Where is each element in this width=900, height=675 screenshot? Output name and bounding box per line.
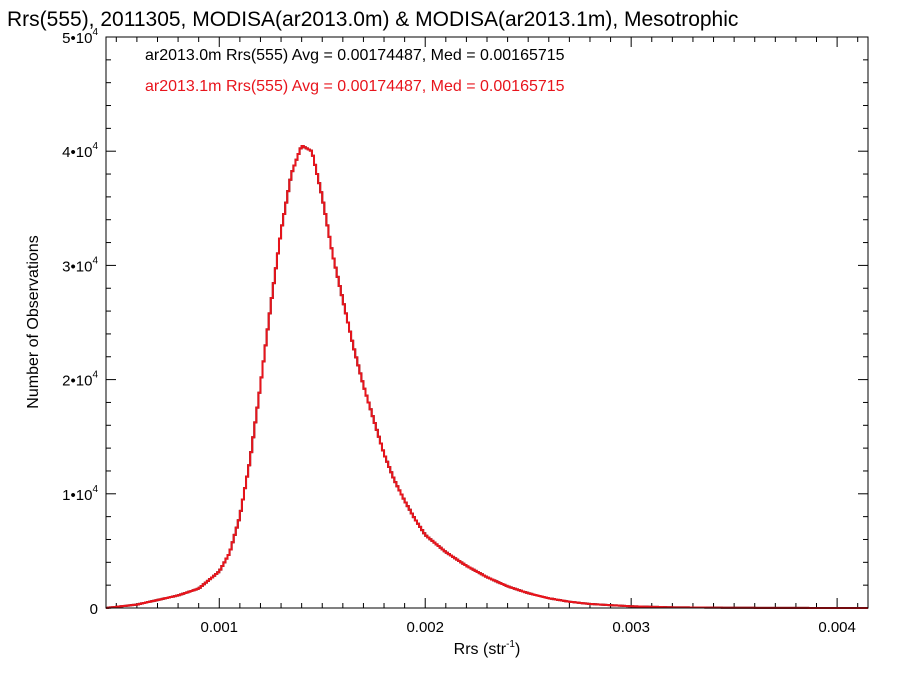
x-tick-label: 0.003 (612, 619, 650, 636)
x-tick-label: 0.002 (406, 619, 444, 636)
y-tick-label: 1•104 (62, 484, 98, 504)
y-tick-label: 5•104 (62, 27, 98, 47)
y-tick-label: 2•104 (62, 370, 98, 390)
x-axis-ticks: 0.001 0.002 0.003 0.004 (115, 37, 859, 636)
x-axis-label-text: Rrs (str (454, 641, 507, 658)
y-tick-label: 3•104 (62, 255, 98, 275)
y-axis-ticks: 0 1•104 2•104 3•104 4•104 5•104 (62, 27, 868, 618)
x-tick-label: 0.001 (200, 619, 238, 636)
x-axis-label: Rrs (str-1) (454, 639, 521, 658)
plot-frame (105, 36, 869, 609)
y-axis-label: Number of Observations (25, 235, 42, 408)
series-line-2 (106, 145, 868, 609)
legend-entry-1: ar2013.0m Rrs(555) Avg = 0.00174487, Med… (145, 47, 565, 64)
legend-entry-2: ar2013.1m Rrs(555) Avg = 0.00174487, Med… (145, 78, 565, 95)
series-group (106, 145, 868, 609)
chart-title: Rrs(555), 2011305, MODISA(ar2013.0m) & M… (7, 8, 738, 31)
x-axis-label-superscript: -1 (506, 639, 515, 650)
x-tick-label: 0.004 (818, 619, 856, 636)
y-tick-label: 4•104 (62, 141, 98, 161)
y-tick-label: 0 (90, 601, 98, 618)
series-line-1 (106, 145, 868, 609)
x-axis-label-end: ) (515, 641, 520, 658)
